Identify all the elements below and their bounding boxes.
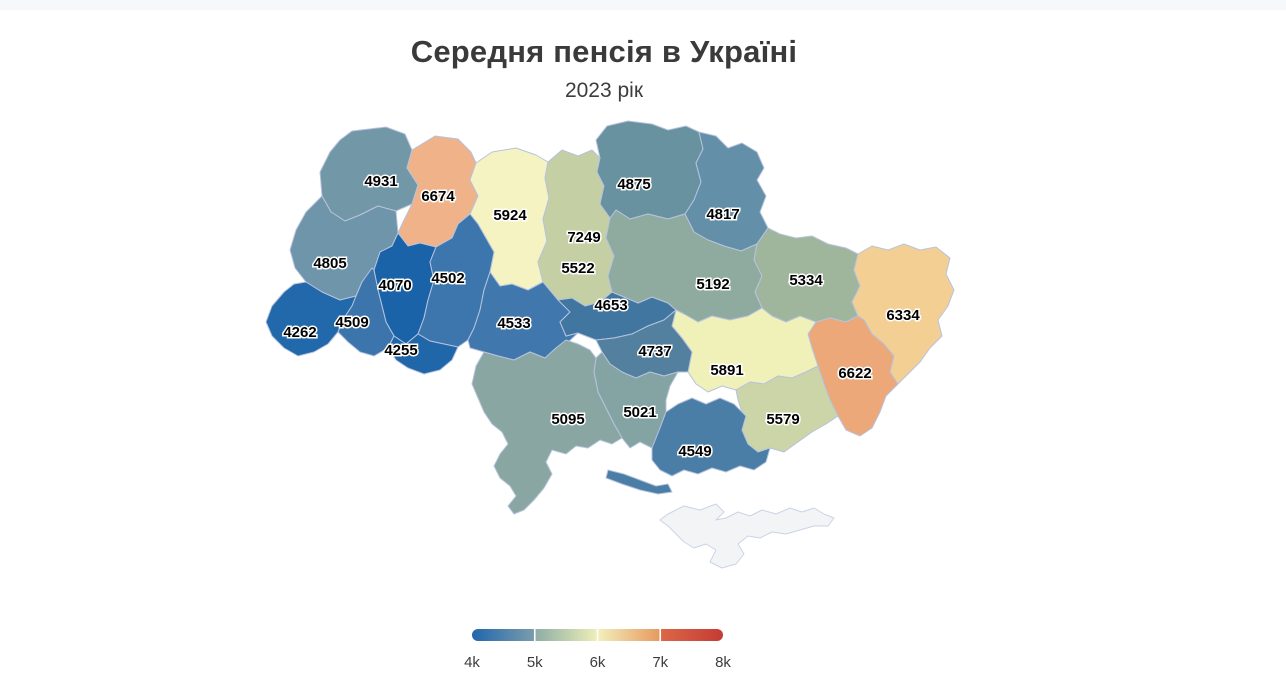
legend-colorbar: [472, 629, 723, 641]
legend-tick-7k: 7k: [652, 654, 668, 671]
legend-divider: [659, 629, 662, 641]
region-crimea[interactable]: [659, 503, 835, 569]
regions-layer: [265, 120, 955, 569]
region-odesa[interactable]: [471, 339, 623, 515]
top-strip: [0, 0, 1286, 10]
legend-gradient-segment: [472, 629, 535, 641]
legend-gradient-segment: [660, 629, 723, 641]
legend-tick-5k: 5k: [527, 654, 543, 671]
legend-gradient-segment: [534, 629, 598, 641]
region-volyn[interactable]: [319, 126, 419, 222]
color-legend: 4k 5k 6k 7k 8k: [464, 629, 731, 671]
legend-divider: [533, 629, 536, 641]
region-kherson[interactable]: [605, 397, 771, 495]
legend-gradient-segment: [597, 629, 661, 641]
legend-tick-6k: 6k: [590, 654, 606, 671]
legend-tick-4k: 4k: [464, 654, 480, 671]
region-chernihiv[interactable]: [595, 120, 704, 220]
region-zakarpattia[interactable]: [265, 281, 357, 357]
legend-divider: [596, 629, 599, 641]
legend-tick-8k: 8k: [715, 654, 731, 671]
region-kharkiv[interactable]: [753, 227, 861, 323]
region-chernivtsi[interactable]: [387, 333, 459, 375]
